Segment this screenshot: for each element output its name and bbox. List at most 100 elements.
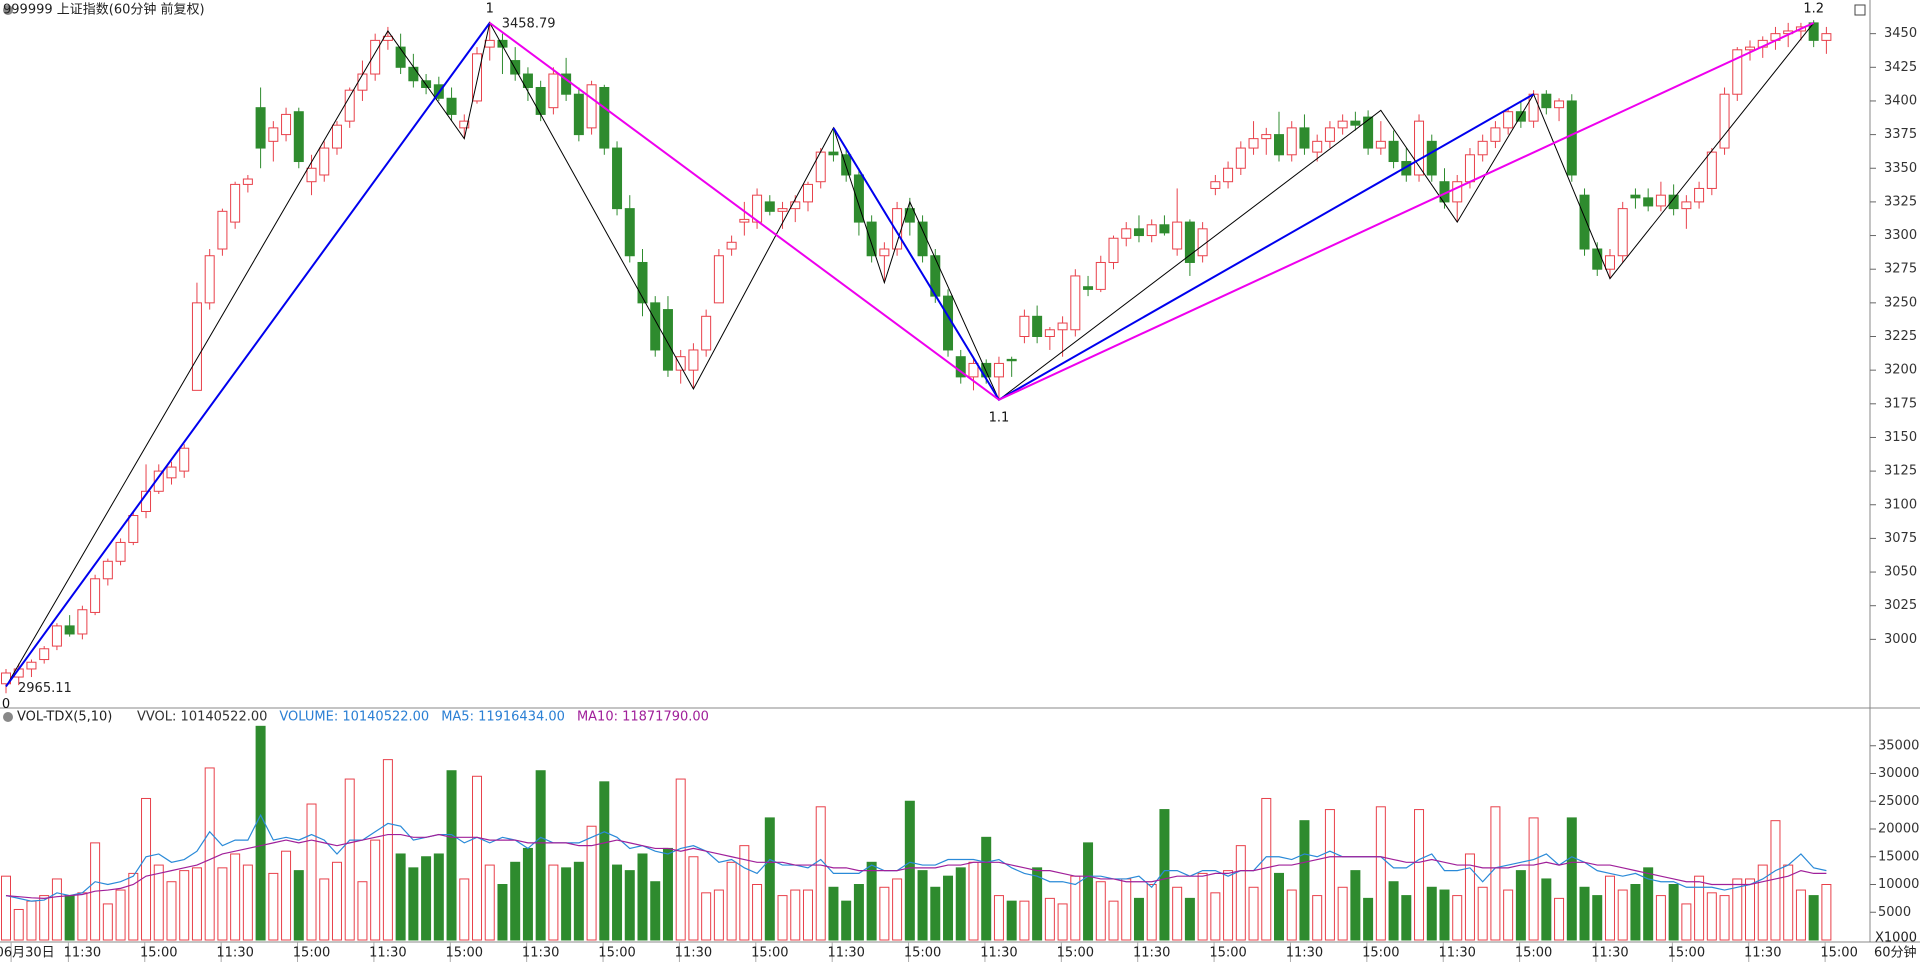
candle-body bbox=[230, 183, 241, 223]
y-tick-label: 35000 bbox=[1878, 738, 1919, 753]
candle-body bbox=[637, 261, 648, 304]
volume-bar bbox=[1745, 878, 1756, 941]
candle-body bbox=[408, 66, 419, 82]
candle-body bbox=[1388, 140, 1399, 163]
candle-body bbox=[713, 255, 724, 304]
candle-body bbox=[1732, 49, 1743, 95]
candle-body bbox=[497, 39, 508, 48]
volume-bar bbox=[1146, 884, 1157, 941]
volume-bar bbox=[1592, 895, 1603, 941]
volume-bar bbox=[1668, 884, 1679, 941]
volume-bar bbox=[1439, 889, 1450, 941]
volume-bar bbox=[1515, 870, 1526, 941]
zigzag-line bbox=[5, 22, 491, 688]
candle-body bbox=[1261, 134, 1272, 140]
volume-bar bbox=[1044, 897, 1055, 941]
volume-bar bbox=[1795, 889, 1806, 941]
volume-bar bbox=[968, 861, 979, 941]
candle-body bbox=[1821, 33, 1832, 41]
volume-bar bbox=[879, 886, 890, 941]
volume-bar bbox=[1770, 820, 1781, 941]
wave-label: 0 bbox=[2, 697, 10, 712]
volume-bar bbox=[548, 864, 559, 941]
candle-body bbox=[115, 541, 126, 562]
candle-body bbox=[484, 39, 495, 48]
candle-body bbox=[510, 60, 521, 75]
volume-bar bbox=[815, 806, 826, 941]
volume-bar bbox=[1210, 892, 1221, 941]
unit-label: X1000 bbox=[1875, 931, 1917, 946]
volume-bar bbox=[535, 770, 546, 941]
candle-body bbox=[968, 362, 979, 378]
candle-body bbox=[675, 356, 686, 371]
candle-body bbox=[1044, 329, 1055, 338]
volume-bar bbox=[204, 767, 215, 941]
volume-bar bbox=[1694, 875, 1705, 941]
candle-body bbox=[1184, 221, 1195, 263]
volume-bar bbox=[1184, 897, 1195, 941]
x-tick-label: 06月30日 bbox=[0, 946, 55, 961]
y-tick-label: 3150 bbox=[1884, 430, 1917, 445]
volume-bar bbox=[726, 861, 737, 941]
volume-bar bbox=[1426, 886, 1437, 941]
volume-bar bbox=[1401, 895, 1412, 941]
candle-body bbox=[166, 466, 177, 479]
y-tick-label: 3175 bbox=[1884, 396, 1917, 411]
menu-icon[interactable] bbox=[3, 712, 13, 722]
volume-bar bbox=[331, 861, 342, 941]
volume-bar bbox=[1604, 875, 1615, 941]
volume-bar bbox=[268, 872, 279, 941]
candle-body bbox=[26, 661, 37, 670]
candle-body bbox=[1337, 120, 1348, 129]
volume-bar bbox=[866, 861, 877, 941]
y-tick-label: 3025 bbox=[1884, 598, 1917, 613]
volume-bar bbox=[650, 881, 661, 941]
volume-bar bbox=[281, 850, 292, 941]
volume-bar bbox=[153, 864, 164, 941]
volume-bar bbox=[599, 781, 610, 941]
x-tick-label: 15:00 bbox=[140, 946, 177, 961]
candle-body bbox=[1032, 315, 1043, 338]
volume-bar bbox=[802, 889, 813, 941]
volume-bar bbox=[1159, 809, 1170, 941]
ma-line bbox=[5, 833, 1827, 899]
menu-icon[interactable] bbox=[3, 5, 13, 15]
volume-bar bbox=[1554, 897, 1565, 941]
volume-bar bbox=[459, 878, 470, 941]
candle-body bbox=[624, 208, 635, 257]
volume-bar bbox=[561, 867, 572, 941]
y-tick-label: 3450 bbox=[1884, 26, 1917, 41]
ma-line bbox=[5, 813, 1827, 902]
volume-bar bbox=[1655, 895, 1666, 941]
volume-bar bbox=[382, 759, 393, 941]
volume-header: MA5: 11916434.00 bbox=[441, 710, 565, 725]
volume-bar bbox=[64, 895, 75, 941]
candle-body bbox=[1681, 201, 1692, 210]
candle-body bbox=[1617, 208, 1628, 257]
x-tick-label: 11:30 bbox=[216, 946, 253, 961]
candle-body bbox=[319, 147, 330, 176]
volume-bar bbox=[790, 889, 801, 941]
candle-body bbox=[1464, 154, 1475, 183]
window-icon[interactable] bbox=[1854, 4, 1866, 16]
volume-bar bbox=[128, 872, 139, 941]
volume-bar bbox=[1083, 842, 1094, 941]
volume-bar bbox=[51, 878, 62, 941]
volume-bar bbox=[841, 900, 852, 941]
candle-body bbox=[1019, 315, 1030, 338]
x-tick-label: 11:30 bbox=[1438, 946, 1475, 961]
candle-body bbox=[1414, 120, 1425, 176]
candle-body bbox=[535, 86, 546, 115]
candle-body bbox=[1197, 228, 1208, 257]
volume-bar bbox=[1363, 897, 1374, 941]
volume-bar bbox=[739, 845, 750, 941]
candle-body bbox=[1503, 111, 1514, 129]
volume-bar bbox=[675, 778, 686, 941]
candle-body bbox=[764, 201, 775, 212]
candle-body bbox=[879, 248, 890, 257]
candle-body bbox=[293, 111, 304, 163]
y-tick-label: 10000 bbox=[1878, 877, 1919, 892]
volume-bar bbox=[1566, 817, 1577, 941]
candle-body bbox=[1312, 140, 1323, 153]
volume-bar bbox=[828, 886, 839, 941]
